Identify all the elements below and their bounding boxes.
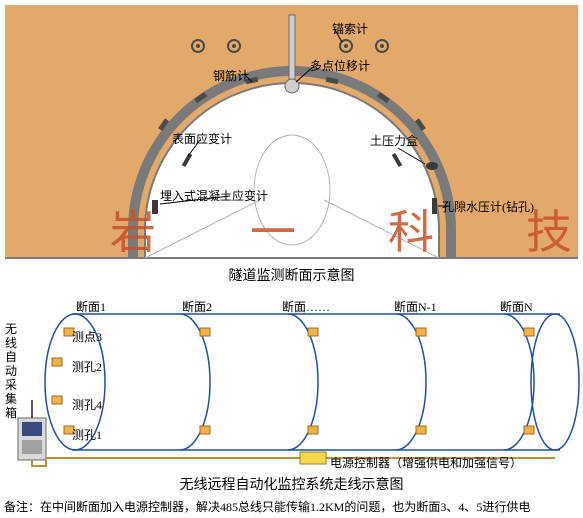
section-3: 断面…… — [282, 298, 330, 315]
device-label: 无线自动采集箱 — [4, 322, 18, 420]
footnote: 备注：在中间断面加入电源控制器，解决485总线只能传输1.2KM的问题，也为断面… — [4, 498, 530, 515]
point-4: 测孔4 — [72, 396, 102, 413]
caption-bottom: 无线远程自动化监控系统走线示意图 — [0, 474, 583, 494]
power-ctrl-label: 电源控制器（增强供电和加强信号） — [330, 454, 522, 471]
section-4: 断面N-1 — [394, 298, 437, 315]
point-3: 测点3 — [72, 328, 102, 345]
section-5: 断面N — [500, 298, 533, 315]
section-2: 断面2 — [182, 298, 212, 315]
section-1: 断面1 — [76, 298, 106, 315]
point-2: 测孔2 — [72, 358, 102, 375]
point-1: 测孔1 — [72, 426, 102, 443]
